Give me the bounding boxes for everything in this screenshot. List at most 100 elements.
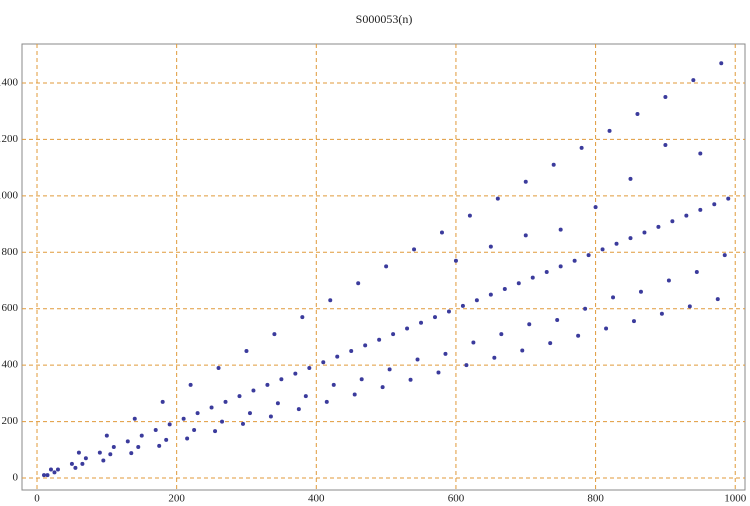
point xyxy=(188,382,193,387)
point xyxy=(698,207,703,212)
point xyxy=(631,319,636,324)
point xyxy=(516,281,521,286)
point xyxy=(558,264,563,269)
point xyxy=(439,230,444,235)
point xyxy=(607,128,612,133)
point xyxy=(471,340,476,345)
point xyxy=(185,436,190,441)
point xyxy=(76,450,81,455)
point xyxy=(192,428,197,433)
point xyxy=(108,452,113,457)
point xyxy=(492,355,497,360)
point xyxy=(244,349,249,354)
point xyxy=(153,428,158,433)
point xyxy=(628,176,633,181)
point xyxy=(69,461,74,466)
point xyxy=(160,399,165,404)
point xyxy=(45,473,50,478)
point xyxy=(139,433,144,438)
point xyxy=(663,95,668,100)
point xyxy=(464,363,469,368)
point xyxy=(579,145,584,150)
point xyxy=(684,213,689,218)
point xyxy=(642,230,647,235)
point xyxy=(293,371,298,376)
point xyxy=(41,473,46,478)
point xyxy=(321,360,326,365)
point xyxy=(495,196,500,201)
point xyxy=(467,213,472,218)
point xyxy=(132,416,137,421)
point xyxy=(614,241,619,246)
point xyxy=(530,275,535,280)
y-tick-label: 0 xyxy=(13,472,19,484)
point xyxy=(698,151,703,156)
point xyxy=(384,264,389,269)
point xyxy=(300,315,305,320)
point xyxy=(600,247,605,252)
point xyxy=(611,295,616,300)
point xyxy=(220,419,225,424)
point xyxy=(213,429,218,434)
point xyxy=(209,405,214,410)
point xyxy=(335,354,340,359)
point xyxy=(408,377,413,382)
point xyxy=(216,365,221,370)
point xyxy=(436,370,441,375)
point xyxy=(460,303,465,308)
point xyxy=(352,392,357,397)
point xyxy=(663,143,668,148)
point xyxy=(572,258,577,263)
point xyxy=(499,332,504,337)
point xyxy=(670,219,675,224)
y-tick-label: 1000 xyxy=(0,189,19,201)
point xyxy=(328,298,333,303)
point xyxy=(551,162,556,167)
point xyxy=(272,332,277,337)
point xyxy=(240,421,245,426)
point xyxy=(129,451,134,456)
point xyxy=(474,298,479,303)
point xyxy=(279,377,284,382)
point xyxy=(488,292,493,297)
point xyxy=(635,111,640,116)
point xyxy=(167,422,172,427)
point xyxy=(659,311,664,316)
point xyxy=(719,61,724,66)
point xyxy=(104,433,109,438)
point xyxy=(73,465,78,470)
point xyxy=(691,78,696,83)
point xyxy=(548,341,553,346)
point xyxy=(387,367,392,372)
point xyxy=(237,394,242,399)
point xyxy=(502,286,507,291)
point xyxy=(715,297,720,302)
point xyxy=(415,357,420,362)
point xyxy=(349,349,354,354)
chart-title: S000053(n) xyxy=(356,12,413,26)
point xyxy=(453,258,458,263)
point xyxy=(97,450,102,455)
y-tick-label: 1400 xyxy=(0,76,19,88)
x-tick-label: 200 xyxy=(168,493,185,505)
x-tick-label: 800 xyxy=(587,493,604,505)
x-tick-label: 1000 xyxy=(724,493,747,505)
point xyxy=(83,456,88,461)
point xyxy=(555,317,560,322)
point xyxy=(520,348,525,353)
y-tick-label: 800 xyxy=(2,246,19,258)
point xyxy=(268,414,273,419)
point xyxy=(527,322,532,327)
point xyxy=(638,289,643,294)
point xyxy=(296,407,301,412)
y-tick-label: 1200 xyxy=(0,133,19,145)
point xyxy=(576,333,581,338)
point xyxy=(80,461,85,466)
x-tick-label: 400 xyxy=(308,493,325,505)
point xyxy=(432,315,437,320)
point xyxy=(164,437,169,442)
plot-frame xyxy=(21,43,746,491)
point xyxy=(666,278,671,283)
point xyxy=(687,304,692,309)
